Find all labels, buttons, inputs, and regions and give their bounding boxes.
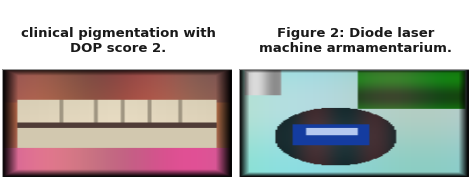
Text: Figure 2: Diode laser
machine armamentarium.: Figure 2: Diode laser machine armamentar…	[259, 28, 452, 55]
Text: clinical pigmentation with
DOP score 2.: clinical pigmentation with DOP score 2.	[21, 28, 216, 55]
